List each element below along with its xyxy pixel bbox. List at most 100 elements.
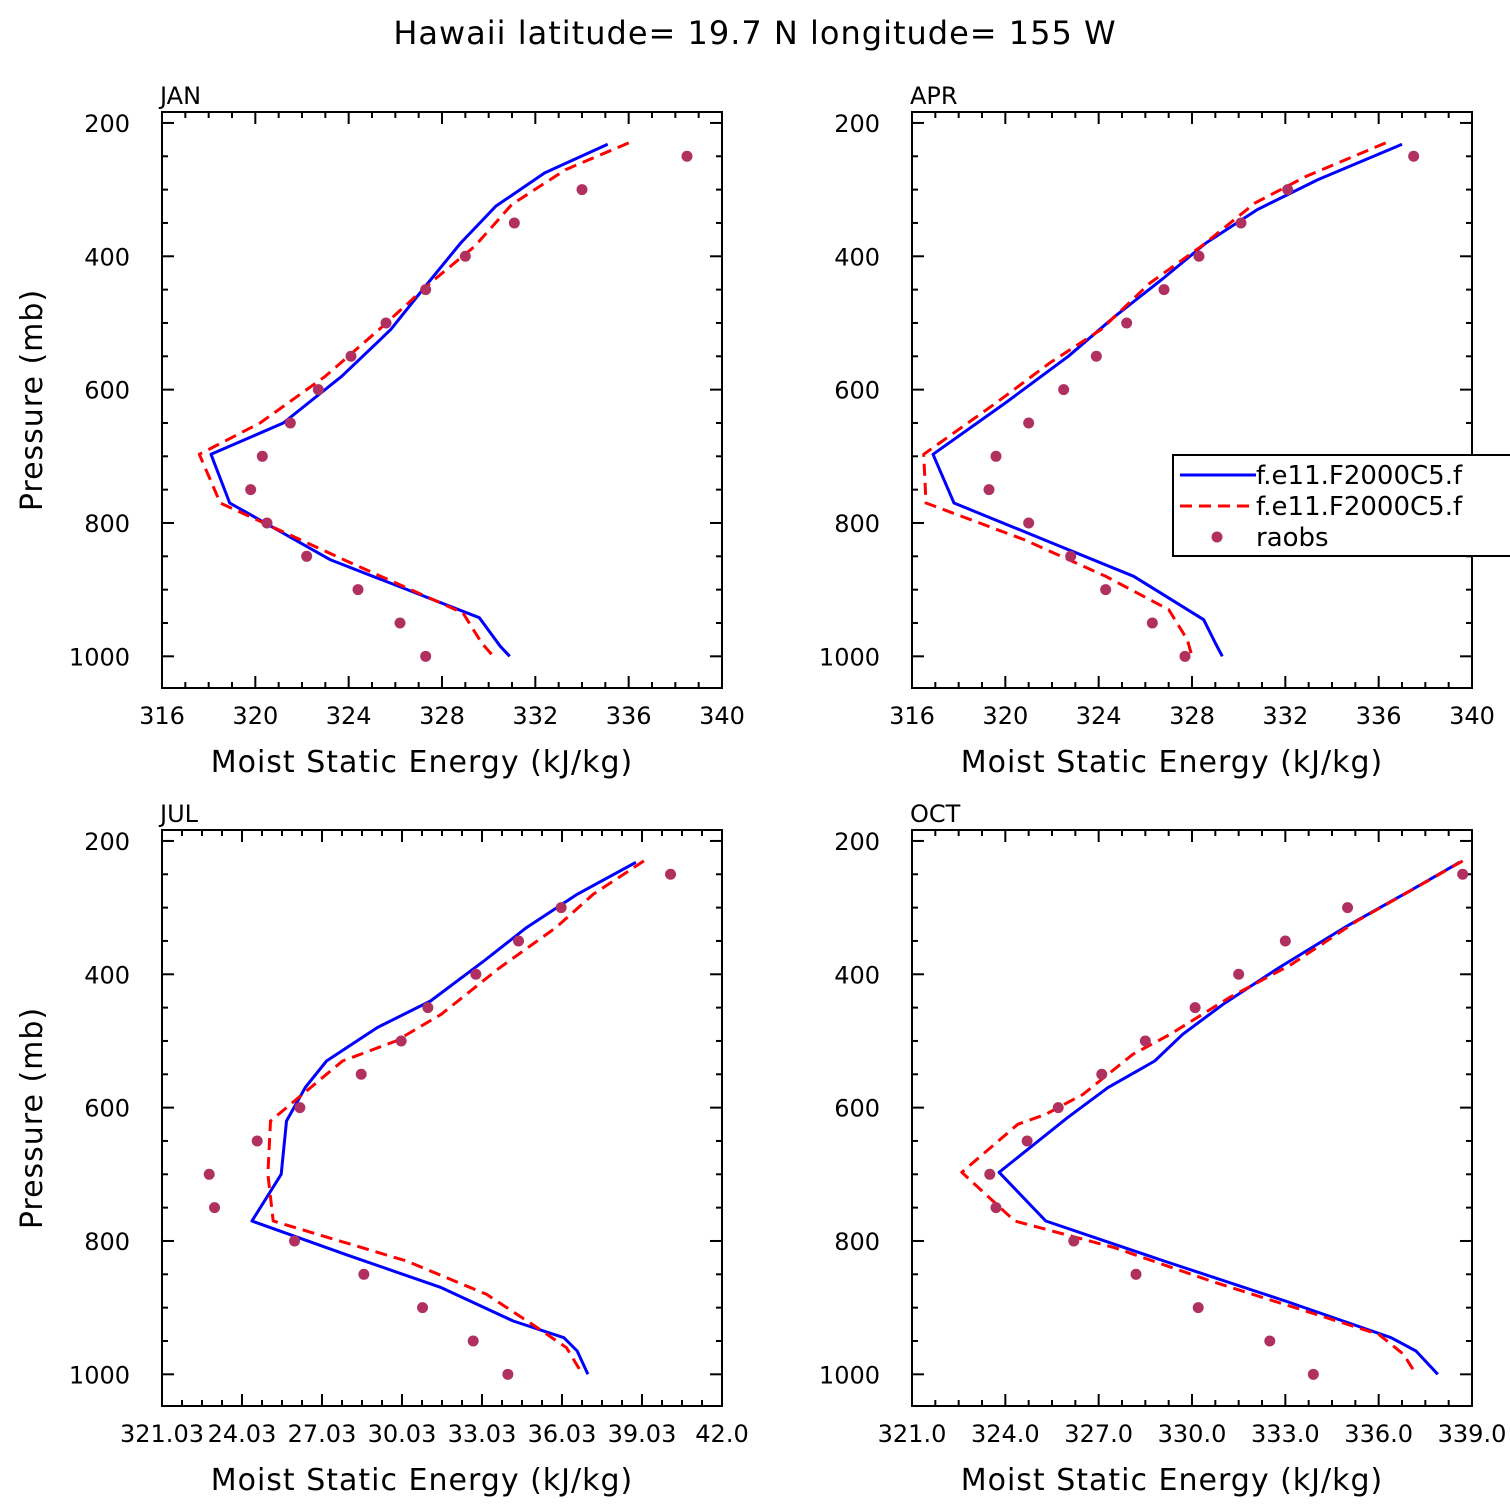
raobs-point — [358, 1268, 370, 1280]
raobs-point — [1342, 902, 1354, 914]
raobs-point — [983, 484, 995, 496]
y-tick-label: 800 — [84, 510, 130, 538]
model-line-red-dashed — [960, 859, 1464, 1376]
raobs-point — [1408, 150, 1420, 162]
raobs-point — [1457, 868, 1469, 880]
raobs-point — [1130, 1268, 1142, 1280]
y-tick-label: 1000 — [69, 1361, 130, 1389]
y-axis-title: Pressure (mb) — [15, 1007, 50, 1229]
raobs-point — [1193, 250, 1205, 262]
y-tick-label: 600 — [84, 377, 130, 405]
raobs-point — [467, 1335, 479, 1347]
panel-label: JAN — [158, 82, 201, 110]
y-tick-label: 1000 — [819, 1361, 880, 1389]
y-tick-label: 200 — [834, 828, 880, 856]
raobs-point — [1068, 1235, 1080, 1247]
raobs-point — [380, 317, 392, 329]
raobs-point — [1179, 650, 1191, 662]
x-tick-label: 330.0 — [1158, 1420, 1227, 1448]
x-tick-label: 339.0 — [1438, 1420, 1507, 1448]
x-tick-label: 36.03 — [528, 1420, 597, 1448]
raobs-point — [345, 350, 357, 362]
raobs-point — [1307, 1368, 1319, 1380]
panel-oct: OCT 321.0 324.0 327.0 330.0 333.0 336.0 339.0 20… — [819, 800, 1506, 1498]
legend-label: f.e11.F2000C5.f — [1256, 461, 1463, 491]
raobs-point — [459, 250, 471, 262]
x-tick-label: 324 — [326, 702, 372, 730]
raobs-point — [470, 968, 482, 980]
x-tick-label: 42.0 — [695, 1420, 748, 1448]
legend-marker-raobs — [1211, 531, 1223, 543]
raobs-point — [1264, 1335, 1276, 1347]
x-tick-label: 327.0 — [1064, 1420, 1133, 1448]
y-tick-label: 1000 — [69, 643, 130, 671]
raobs-point — [301, 550, 313, 562]
model-line-blue — [209, 142, 609, 658]
raobs-point — [508, 217, 520, 229]
y-tick-label: 400 — [834, 243, 880, 271]
raobs-point — [352, 584, 364, 596]
raobs-point — [1279, 935, 1291, 947]
y-tick-label: 800 — [84, 1228, 130, 1256]
raobs-point — [1100, 584, 1112, 596]
panel-label: OCT — [910, 800, 961, 828]
panel-label: APR — [910, 82, 958, 110]
x-tick-label: 320 — [982, 702, 1028, 730]
raobs-point — [1146, 617, 1158, 629]
raobs-point — [256, 450, 268, 462]
x-tick-label: 328 — [1169, 702, 1215, 730]
model-line-red-dashed — [266, 859, 645, 1376]
y-tick-label: 200 — [84, 110, 130, 138]
y-tick-label: 800 — [834, 1228, 880, 1256]
raobs-point — [1282, 184, 1294, 196]
legend-label: f.e11.F2000C5.f — [1256, 492, 1463, 522]
raobs-point — [355, 1068, 367, 1080]
model-line-blue — [250, 860, 637, 1375]
raobs-point — [1058, 384, 1070, 396]
x-axis-title: Moist Static Energy (kJ/kg) — [961, 1463, 1384, 1498]
raobs-point — [394, 617, 406, 629]
y-tick-label: 400 — [84, 243, 130, 271]
raobs-point — [261, 517, 273, 529]
y-tick-label: 200 — [834, 110, 880, 138]
x-tick-label: 332 — [1262, 702, 1308, 730]
raobs-point — [1023, 517, 1035, 529]
raobs-point — [420, 284, 432, 296]
raobs-point — [1235, 217, 1247, 229]
x-tick-label: 24.03 — [208, 1420, 277, 1448]
x-tick-label: 316 — [139, 702, 185, 730]
y-tick-label: 400 — [84, 961, 130, 989]
x-tick-label: 332 — [512, 702, 558, 730]
raobs-point — [665, 868, 677, 880]
raobs-point — [203, 1168, 215, 1180]
plot-frame — [161, 829, 723, 1407]
x-axis-title: Moist Static Energy (kJ/kg) — [211, 1463, 634, 1498]
x-tick-label: 321.0 — [878, 1420, 947, 1448]
panel-label: JUL — [158, 800, 199, 828]
y-tick-label: 600 — [84, 1095, 130, 1123]
raobs-point — [984, 1168, 996, 1180]
panel-jan: JAN 316 320 324 328 332 336 340 200 400 600 800 1000… — [15, 82, 745, 780]
raobs-point — [1233, 968, 1245, 980]
y-axis-title: Pressure (mb) — [15, 289, 50, 511]
x-tick-label: 320 — [232, 702, 278, 730]
raobs-point — [251, 1135, 263, 1147]
y-tick-label: 1000 — [819, 643, 880, 671]
model-line-blue — [997, 860, 1461, 1376]
raobs-point — [513, 935, 525, 947]
raobs-point — [1192, 1302, 1204, 1314]
raobs-point — [294, 1102, 306, 1114]
raobs-point — [1189, 1002, 1201, 1014]
raobs-point — [1096, 1068, 1108, 1080]
raobs-point — [1023, 417, 1035, 429]
raobs-point — [245, 484, 257, 496]
raobs-point — [420, 650, 432, 662]
x-tick-label: 316 — [889, 702, 935, 730]
x-tick-label: 328 — [419, 702, 465, 730]
x-tick-label: 336 — [1356, 702, 1402, 730]
raobs-point — [1158, 284, 1170, 296]
raobs-point — [284, 417, 296, 429]
raobs-point — [576, 184, 588, 196]
